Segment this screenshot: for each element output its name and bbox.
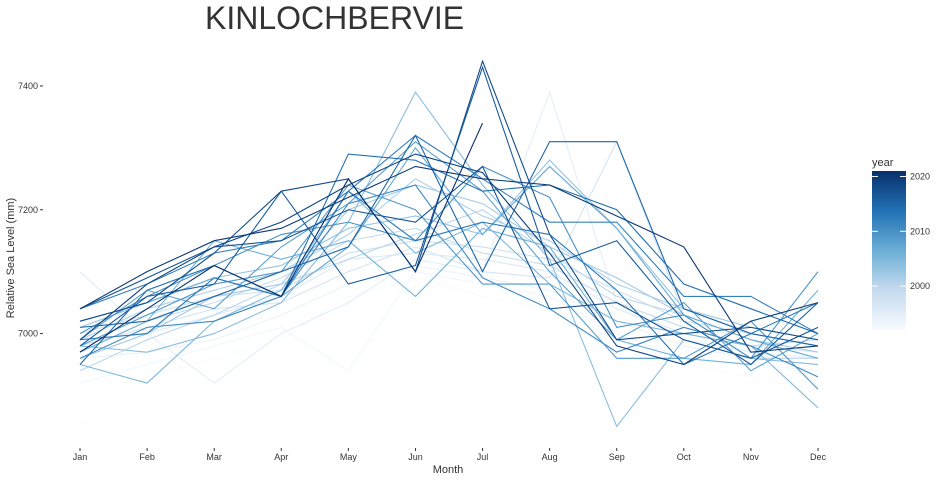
series-line	[79, 134, 819, 347]
series-line	[79, 134, 819, 335]
x-tick-label: Oct	[677, 452, 692, 462]
chart-title: KINLOCHBERVIE	[205, 0, 464, 36]
x-tick-label: Dec	[810, 452, 827, 462]
colorbar-tick-label: 2020	[910, 171, 930, 181]
x-tick-label: Nov	[743, 452, 760, 462]
x-tick-label: Apr	[274, 452, 288, 462]
x-tick-label: May	[340, 452, 358, 462]
colorbar-tick-label: 2010	[910, 226, 930, 236]
x-tick-label: Aug	[542, 452, 558, 462]
series-line	[79, 190, 819, 366]
x-tick-label: Sep	[609, 452, 625, 462]
y-tick-label: 7400	[18, 81, 38, 91]
series-line	[79, 240, 819, 347]
series-line	[79, 184, 819, 390]
legend-title: year	[872, 157, 894, 169]
x-tick-label: Jun	[408, 452, 423, 462]
x-tick-label: Mar	[206, 452, 222, 462]
series-line	[79, 122, 484, 353]
series-line	[79, 165, 819, 359]
series-line	[79, 146, 819, 359]
series-line	[79, 264, 819, 366]
x-tick-label: Jul	[477, 452, 489, 462]
series-line	[79, 153, 819, 366]
series-line	[79, 65, 819, 366]
series-line	[79, 59, 819, 341]
series-line	[79, 153, 819, 365]
series-line	[79, 90, 819, 384]
series-line	[79, 159, 819, 341]
series-line	[79, 165, 819, 353]
y-tick-label: 7200	[18, 205, 38, 215]
x-tick-label: Jan	[73, 452, 88, 462]
colorbar	[872, 171, 906, 330]
series-line	[79, 277, 819, 427]
plot-area	[79, 59, 819, 428]
series-line	[79, 190, 819, 409]
y-axis-label: Relative Sea Level (mm)	[5, 198, 17, 318]
x-axis-label: Month	[433, 464, 464, 476]
colorbar-tick-label: 2000	[910, 281, 930, 291]
x-tick-label: Feb	[139, 452, 155, 462]
y-tick-label: 7000	[18, 329, 38, 339]
